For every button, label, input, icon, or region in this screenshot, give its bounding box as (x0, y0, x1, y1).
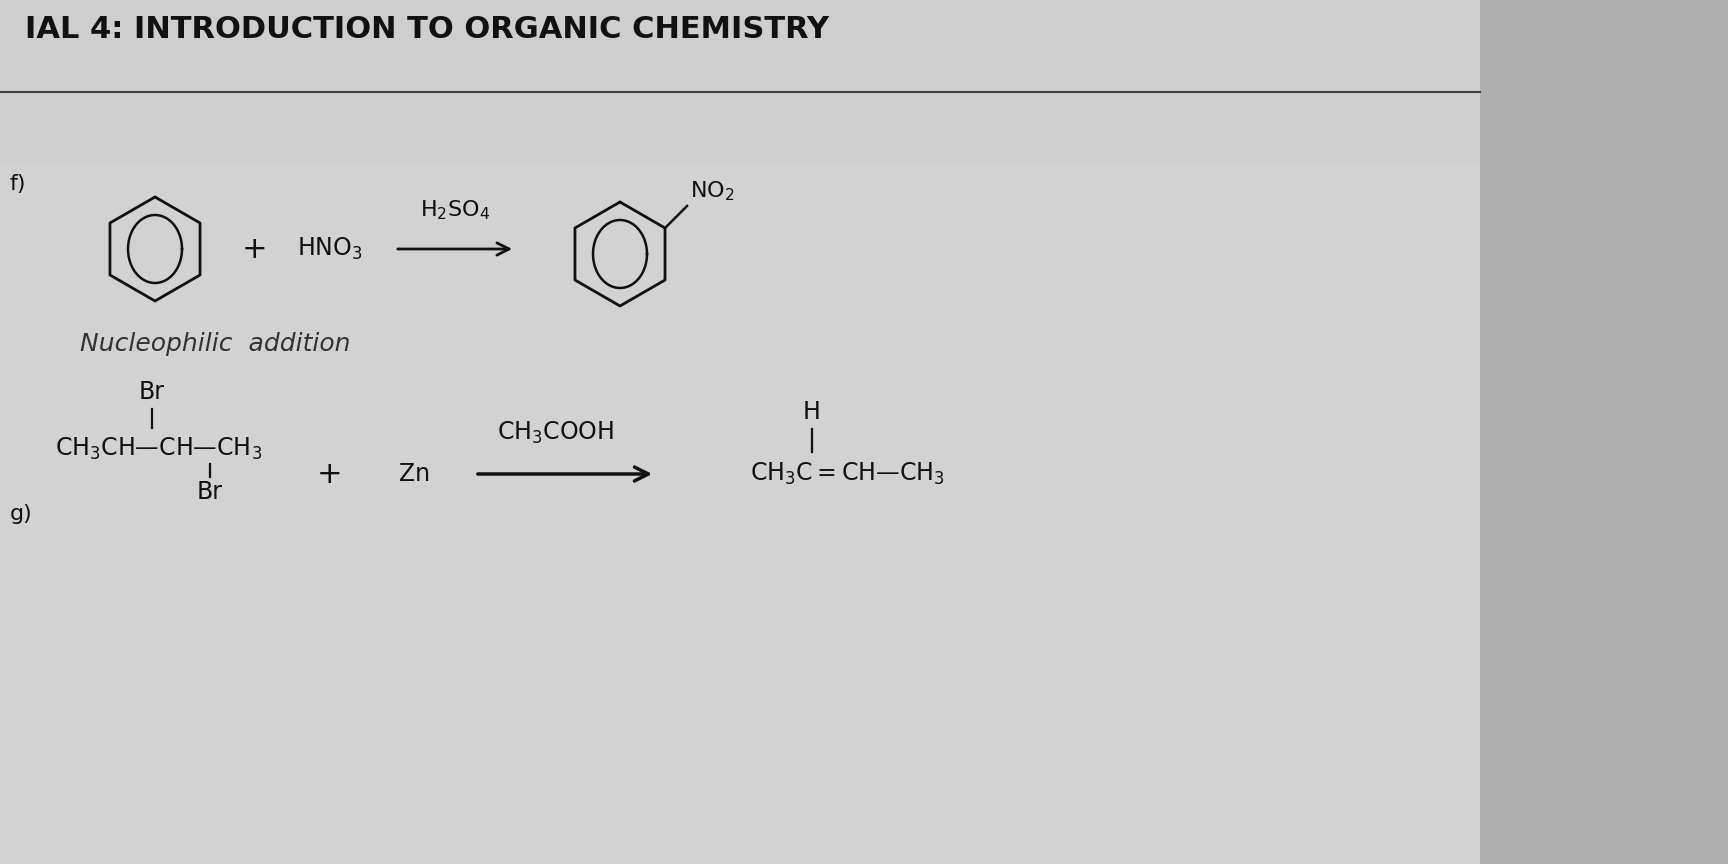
FancyBboxPatch shape (0, 0, 1479, 164)
Text: f): f) (10, 174, 26, 194)
Text: CH$_3$C$=$CH—CH$_3$: CH$_3$C$=$CH—CH$_3$ (750, 461, 945, 487)
Text: IAL 4: INTRODUCTION TO ORGANIC CHEMISTRY: IAL 4: INTRODUCTION TO ORGANIC CHEMISTRY (24, 15, 829, 43)
Text: HNO$_3$: HNO$_3$ (297, 236, 363, 262)
Text: Zn: Zn (399, 462, 430, 486)
Text: +: + (318, 460, 342, 488)
Text: g): g) (10, 504, 33, 524)
Text: Br: Br (197, 480, 223, 504)
Text: H$_2$SO$_4$: H$_2$SO$_4$ (420, 199, 491, 222)
Text: CH$_3$CH—CH—CH$_3$: CH$_3$CH—CH—CH$_3$ (55, 436, 263, 462)
Text: H: H (804, 400, 821, 424)
Text: CH$_3$COOH: CH$_3$COOH (496, 420, 613, 446)
Text: +: + (242, 234, 268, 264)
Text: Br: Br (138, 380, 164, 404)
Text: NO$_2$: NO$_2$ (689, 180, 734, 203)
FancyBboxPatch shape (0, 0, 1479, 864)
Text: Nucleophilic  addition: Nucleophilic addition (79, 332, 351, 356)
